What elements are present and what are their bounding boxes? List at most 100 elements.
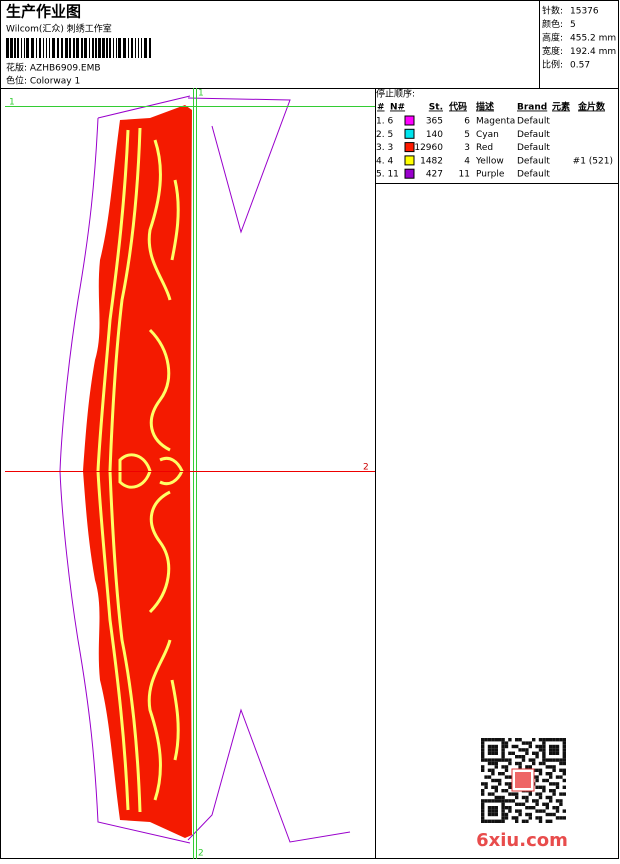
qr-module (487, 758, 492, 762)
qr-module (508, 758, 512, 762)
qr-module (501, 795, 505, 800)
code: 6 (464, 117, 470, 127)
stat-label: 宽度: (542, 45, 563, 57)
colorway: 色位: Colorway 1 (6, 75, 80, 87)
qr-module (549, 748, 553, 752)
qr-module (487, 812, 492, 817)
qr-module (501, 799, 505, 803)
qr-module (508, 761, 512, 766)
qr-module (549, 772, 553, 776)
qr-module (528, 758, 532, 762)
qr-module (559, 761, 563, 766)
qr-module (481, 765, 485, 769)
qr-module (487, 799, 492, 803)
qr-module (494, 765, 498, 769)
bar (76, 38, 79, 58)
bar (57, 38, 59, 58)
description: Cyan (476, 130, 499, 140)
qr-module (501, 789, 505, 793)
bar (128, 38, 129, 58)
qr-module (562, 738, 566, 742)
qr-module (532, 738, 536, 742)
qr-module (501, 809, 505, 813)
qr-module (552, 792, 556, 796)
qr-module (504, 816, 509, 820)
stitches: 365 (426, 117, 443, 127)
qr-module (542, 758, 546, 762)
bar (123, 38, 126, 58)
qr-module (515, 792, 519, 796)
column-header: St. (429, 103, 443, 113)
qr-module (487, 775, 492, 779)
qr-module (549, 751, 553, 755)
bar (89, 38, 90, 58)
stat-value: 5 (570, 20, 576, 30)
bar (10, 38, 13, 58)
qr-module (535, 792, 539, 796)
qr-module (552, 765, 556, 769)
qr-module (525, 741, 529, 745)
qr-module (562, 748, 566, 752)
qr-module (504, 758, 509, 762)
qr-module (521, 755, 526, 759)
stitches: 140 (426, 130, 443, 140)
qr-module (552, 782, 556, 786)
qr-module (491, 785, 495, 789)
bar (6, 38, 9, 58)
qr-module (484, 758, 488, 762)
code: 11 (459, 170, 470, 180)
brand: Default (517, 156, 550, 166)
code: 3 (464, 143, 470, 153)
stitches: 427 (426, 170, 443, 180)
stat-value: 15376 (570, 7, 599, 17)
qr-module (532, 806, 536, 810)
qr-module (498, 795, 502, 800)
qr-module (549, 819, 553, 823)
qr-module (504, 768, 509, 772)
qr-module (528, 806, 532, 810)
qr-module (549, 799, 553, 803)
qr-module (545, 806, 549, 810)
qr-module (518, 761, 522, 766)
qr-module (521, 802, 526, 806)
qr-module (532, 799, 536, 803)
qr-module (501, 812, 505, 817)
qr-module (491, 772, 495, 776)
qr-module (562, 816, 566, 820)
bar (39, 38, 41, 58)
qr-module (549, 789, 553, 793)
qr-module (552, 738, 556, 742)
seq: 4. 4 (376, 156, 393, 166)
qr-module (501, 751, 505, 755)
column-header: 元素 (552, 101, 570, 113)
qr-module (508, 799, 512, 803)
qr-module (508, 775, 512, 779)
qr-module (515, 738, 519, 742)
qr-module (552, 744, 556, 749)
qr-module (545, 758, 549, 762)
qr-module (525, 748, 529, 752)
qr-module (535, 785, 539, 789)
qr-module (484, 799, 488, 803)
qr-module (521, 741, 526, 745)
seq: 1. 6 (376, 117, 393, 127)
bar (116, 38, 117, 58)
qr-module (491, 751, 495, 755)
bar (52, 38, 55, 58)
qr-module (562, 751, 566, 755)
qr-module (542, 778, 546, 783)
qr-module (538, 809, 543, 813)
bar (92, 38, 94, 58)
qr-module (538, 819, 543, 823)
qr-module (549, 744, 553, 749)
qr-module (542, 744, 546, 749)
qr-module (559, 816, 563, 820)
qr-module (562, 809, 566, 813)
bar (102, 38, 105, 58)
qr-module (494, 785, 498, 789)
qr-module (535, 809, 539, 813)
qr-module (562, 785, 566, 789)
qr-module (515, 744, 519, 749)
qr-module (555, 758, 560, 762)
